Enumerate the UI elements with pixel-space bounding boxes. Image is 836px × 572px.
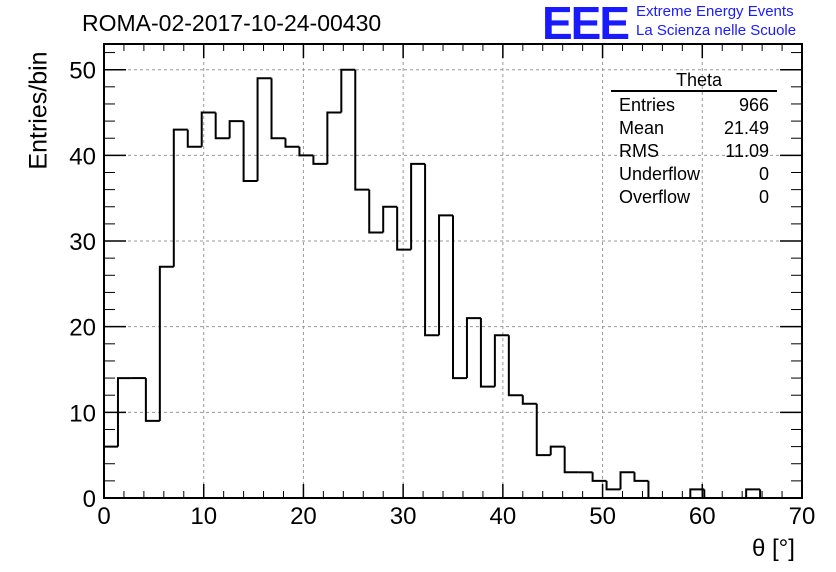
histogram-bin	[563, 446, 579, 474]
stats-label: RMS	[619, 141, 659, 161]
histogram-bin	[312, 155, 328, 165]
stats-row-overflow: Overflow 0	[611, 186, 777, 209]
histogram-bin	[382, 205, 398, 233]
histogram-bin	[284, 138, 300, 148]
x-tick-label: 0	[97, 503, 110, 530]
histogram-bin	[144, 378, 160, 422]
stats-value: 11.09	[725, 141, 769, 161]
y-tick-label: 20	[69, 315, 96, 342]
x-tick-label: 70	[789, 503, 816, 530]
stats-row-underflow: Underflow 0	[611, 163, 777, 186]
histogram-bin	[368, 189, 384, 234]
histogram-bin	[465, 317, 481, 379]
histogram-bin	[745, 488, 761, 498]
y-tick-label: 0	[83, 486, 96, 513]
histogram-bin	[242, 121, 258, 183]
plot-frame	[103, 43, 803, 499]
stats-row-rms: RMS 11.09	[611, 140, 777, 163]
histogram-bin	[549, 445, 565, 456]
histogram-bins	[103, 68, 802, 499]
histogram-bin	[396, 206, 412, 251]
histogram-bin	[214, 112, 230, 140]
histogram-bin	[493, 334, 509, 387]
histogram-bin	[521, 395, 537, 405]
stats-label: Mean	[619, 118, 665, 138]
x-tick-label: 20	[290, 503, 317, 530]
histogram-bin	[116, 377, 132, 447]
stats-value: 21.49	[723, 118, 769, 138]
x-axis-label: θ [°]	[752, 535, 795, 562]
x-tick-label: 30	[390, 503, 417, 530]
y-tick-label: 10	[69, 400, 96, 427]
histogram-bin	[103, 445, 118, 498]
histogram-bin	[438, 214, 453, 336]
histogram-bin	[326, 111, 342, 164]
histogram-bin	[647, 480, 663, 499]
stats-row-mean: Mean 21.49	[611, 117, 777, 140]
x-tick-label: 40	[490, 503, 517, 530]
logo-line1: Extreme Energy Events	[636, 3, 794, 20]
histogram-bin	[354, 69, 370, 191]
histogram-bin	[410, 162, 426, 250]
x-tick-label: 60	[689, 503, 716, 530]
stats-row-entries: Entries 966	[611, 94, 777, 117]
stats-value: 0	[758, 164, 769, 184]
histogram-bin	[619, 471, 635, 490]
histogram-bin	[689, 488, 705, 498]
histogram-bin	[507, 335, 523, 397]
stats-label: Underflow	[619, 164, 701, 184]
histogram-bin	[424, 163, 440, 337]
histogram-bin	[270, 78, 286, 140]
stats-box: Theta Entries 966 Mean 21.49 RMS 11.09 Unde…	[611, 70, 777, 209]
tick-labels: 0 10 20 30 40 50 60 70 0 10 20 30 40 50	[69, 58, 815, 530]
y-tick-label: 30	[69, 229, 96, 256]
logo-line2: La Scienza nelle Scuole	[636, 22, 797, 39]
histogram-bin	[298, 146, 314, 157]
logo-caption: Extreme Energy Events La Scienza nelle S…	[636, 2, 796, 40]
stats-value: 966	[738, 95, 769, 115]
histogram-bin	[535, 403, 551, 457]
stats-label: Overflow	[619, 187, 691, 207]
histogram-bin	[200, 111, 216, 147]
histogram-bin	[703, 489, 719, 499]
axis-ticks	[103, 44, 803, 499]
stats-label: Entries	[619, 95, 676, 115]
x-tick-label: 10	[190, 503, 217, 530]
histogram-bin	[452, 215, 467, 380]
y-axis-label: Entries/bin	[24, 51, 53, 170]
y-tick-label: 50	[69, 58, 96, 85]
eee-logo: EEE	[542, 0, 630, 49]
y-tick-label: 40	[69, 143, 96, 170]
histogram-bin	[479, 318, 495, 388]
stats-value: 0	[758, 187, 769, 207]
chart-title: ROMA-02-2017-10-24-00430	[82, 10, 382, 36]
histogram-bin	[605, 480, 621, 491]
histogram-bin	[633, 472, 649, 482]
histogram-bin	[186, 129, 202, 148]
histogram-bin	[340, 68, 356, 113]
histogram-bin	[228, 120, 244, 139]
histogram-bin	[591, 472, 607, 482]
histogram-bin	[172, 128, 188, 267]
histogram-bin	[158, 265, 174, 421]
histogram-bin	[256, 77, 272, 182]
stats-title: Theta	[611, 70, 777, 92]
x-tick-label: 50	[589, 503, 616, 530]
